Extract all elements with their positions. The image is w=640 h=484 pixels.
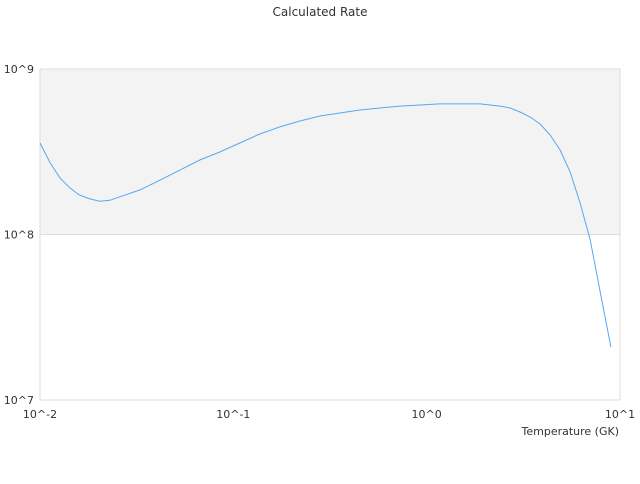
x-axis-label: Temperature (GK) — [521, 425, 620, 438]
y-tick-label: 10^7 — [4, 394, 34, 407]
y-tick-label: 10^9 — [4, 63, 34, 76]
chart-title: Calculated Rate — [273, 5, 368, 19]
x-tick-label: 10^1 — [605, 408, 635, 421]
series-line — [39, 103, 612, 348]
plot-band — [40, 234, 620, 400]
y-tick-label: 10^8 — [4, 229, 34, 242]
x-tick-label: 10^-1 — [216, 408, 250, 421]
x-tick-label: 10^-2 — [23, 408, 57, 421]
x-tick-label: 10^0 — [412, 408, 442, 421]
plot-band — [40, 69, 620, 235]
plot-frame — [39, 68, 621, 401]
